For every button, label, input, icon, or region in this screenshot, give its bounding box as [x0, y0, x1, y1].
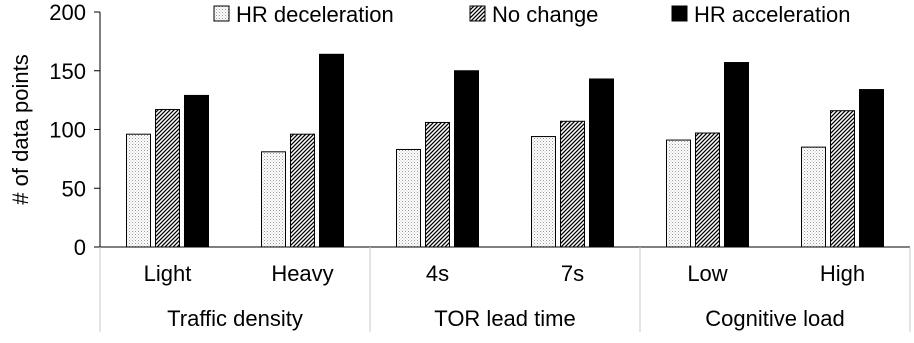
bar-hr-deceleration-low — [666, 139, 691, 248]
bar-no-change-4s — [425, 121, 450, 248]
x-category-label: 7s — [561, 261, 584, 286]
x-group-label: Traffic density — [167, 306, 303, 331]
x-category-label: Light — [144, 261, 192, 286]
labels: 0 50 100 150 200 # of data points Light Heavy 4s… — [8, 0, 865, 331]
bar-no-change-high — [830, 110, 855, 248]
bar-hr-deceleration-heavy — [261, 151, 286, 248]
legend: HR deceleration No change HR acceleration — [213, 2, 851, 27]
y-tick-label: 150 — [49, 59, 86, 84]
x-category-label: High — [820, 261, 865, 286]
bar-hr-acceleration-7s — [589, 78, 614, 248]
y-tick-label: 100 — [49, 118, 86, 143]
legend-label-no-change: No change — [492, 2, 598, 27]
legend-label-hr-acceleration: HR acceleration — [694, 2, 851, 27]
legend-swatch-hr-deceleration — [213, 5, 230, 22]
y-tick-label: 50 — [62, 176, 86, 201]
x-category-label: 4s — [426, 261, 449, 286]
bars — [126, 53, 884, 248]
bar-no-change-7s — [560, 120, 585, 248]
x-group-label: TOR lead time — [434, 306, 575, 331]
bar-hr-deceleration-7s — [531, 136, 556, 248]
bar-hr-acceleration-heavy — [319, 53, 344, 248]
y-tick-label: 200 — [49, 0, 86, 25]
legend-swatch-no-change — [469, 5, 486, 22]
bar-hr-acceleration-4s — [454, 70, 479, 248]
y-axis-title: # of data points — [8, 54, 33, 204]
bar-hr-acceleration-low — [724, 62, 749, 248]
bar-no-change-heavy — [290, 133, 315, 248]
bar-hr-deceleration-light — [126, 133, 151, 248]
legend-swatch-hr-acceleration — [671, 5, 688, 22]
x-group-label: Cognitive load — [705, 306, 844, 331]
bar-hr-acceleration-high — [859, 89, 884, 248]
bar-hr-deceleration-4s — [396, 148, 421, 248]
axes — [94, 11, 911, 332]
bar-no-change-low — [695, 132, 720, 248]
bar-no-change-light — [155, 109, 180, 248]
x-category-label: Low — [687, 261, 727, 286]
x-category-label: Heavy — [271, 261, 333, 286]
bar-hr-deceleration-high — [801, 146, 826, 248]
y-tick-label: 0 — [74, 235, 86, 260]
bar-hr-acceleration-light — [184, 94, 209, 248]
legend-label-hr-deceleration: HR deceleration — [236, 2, 394, 27]
